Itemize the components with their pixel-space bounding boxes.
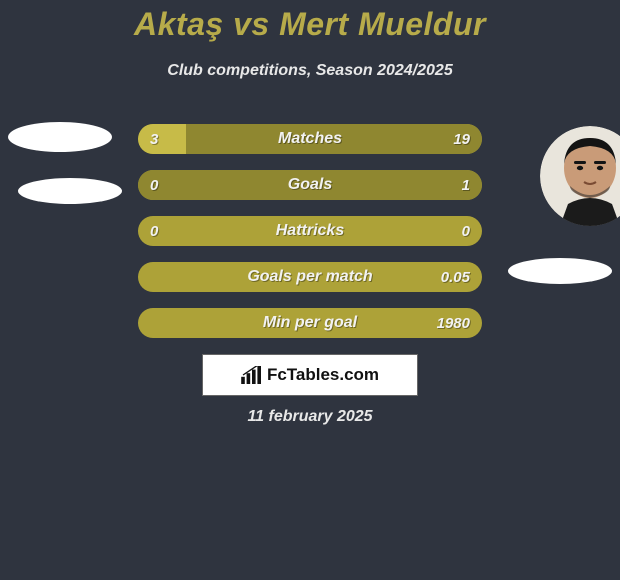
player-right-avatar-placeholder-2 — [508, 258, 612, 284]
bar-label: Goals per match — [138, 262, 482, 292]
bar-row: 00Hattricks — [138, 216, 482, 246]
player-right-avatar — [540, 126, 620, 226]
bar-label: Goals — [138, 170, 482, 200]
bar-row: 0.05Goals per match — [138, 262, 482, 292]
brand-box: FcTables.com — [202, 354, 418, 396]
subtitle: Club competitions, Season 2024/2025 — [0, 62, 620, 80]
comparison-bars: 319Matches 01Goals 00Hattricks 0.05Goals pe… — [138, 124, 482, 354]
bar-chart-icon — [241, 366, 263, 384]
avatar-face-icon — [540, 126, 620, 226]
page-title: Aktaş vs Mert Mueldur — [0, 6, 620, 43]
bar-label: Hattricks — [138, 216, 482, 246]
bar-label: Min per goal — [138, 308, 482, 338]
date-text: 11 february 2025 — [0, 408, 620, 426]
bar-label: Matches — [138, 124, 482, 154]
comparison-infographic: Aktaş vs Mert Mueldur Club competitions,… — [0, 0, 620, 580]
bar-row: 01Goals — [138, 170, 482, 200]
player-left-avatar-placeholder-2 — [18, 178, 122, 204]
bar-row: 1980Min per goal — [138, 308, 482, 338]
brand-text: FcTables.com — [267, 365, 379, 385]
player-left-avatar-placeholder-1 — [8, 122, 112, 152]
bar-row: 319Matches — [138, 124, 482, 154]
